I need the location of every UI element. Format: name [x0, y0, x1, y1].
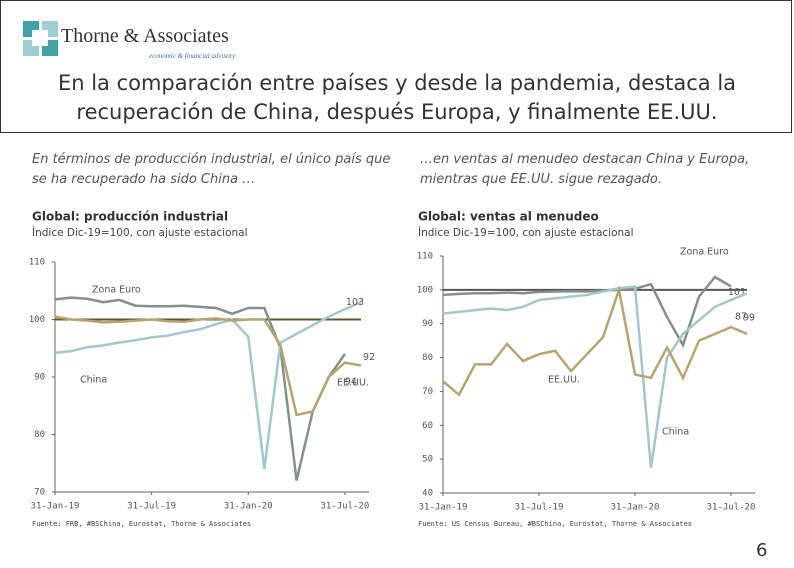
tagline: economic & financial advisory: [149, 52, 236, 60]
series-label: EE.UU.: [548, 375, 580, 386]
series-line: [442, 285, 748, 469]
x-tick-label: 31-Jan-20: [611, 503, 660, 513]
end-value-label: 101: [728, 287, 746, 298]
y-tick-label: 70: [34, 488, 45, 498]
series-line: [442, 275, 732, 349]
end-value-label: 99: [743, 313, 755, 324]
y-tick-label: 90: [422, 319, 433, 329]
x-tick-label: 31-Jan-19: [31, 502, 80, 512]
header: Thorne & Associates economic & financial…: [0, 0, 792, 133]
series-label: Zona Euro: [92, 285, 141, 296]
series-line: [442, 284, 748, 397]
y-tick-label: 100: [29, 315, 45, 325]
end-value-label: 94: [345, 377, 357, 388]
y-tick-label: 110: [417, 252, 433, 262]
series-label: China: [662, 427, 689, 438]
y-tick-label: 40: [422, 489, 433, 499]
x-tick-label: 31-Jul-19: [515, 503, 564, 513]
y-tick-label: 110: [29, 258, 45, 268]
series-line: [54, 301, 362, 470]
chart-subtitle: Índice Dic-19=100, con ajuste estacional: [32, 226, 248, 239]
logo: [23, 21, 58, 56]
y-tick-label: 50: [422, 455, 433, 465]
x-tick-label: 31-Jan-19: [419, 503, 468, 513]
end-value-label: 92: [363, 352, 375, 363]
x-tick-label: 31-Jan-20: [224, 502, 273, 512]
y-tick-label: 100: [417, 285, 433, 295]
y-tick-label: 90: [34, 373, 45, 383]
end-value-label: 103: [346, 297, 364, 308]
caption: …en ventas al menudeo destacan China y E…: [420, 152, 750, 187]
company-name: Thorne & Associates: [61, 25, 229, 47]
x-tick-label: 31-Jul-20: [321, 502, 370, 512]
y-tick-label: 80: [422, 353, 433, 363]
y-tick-label: 60: [422, 421, 433, 431]
x-tick-label: 31-Jul-19: [127, 502, 176, 512]
page-number: 6: [756, 540, 768, 561]
source: Fuente: US Census Bureau, #BSChina, Euro…: [418, 520, 692, 528]
x-tick-label: 31-Jul-20: [707, 503, 756, 513]
series-label: China: [80, 375, 107, 386]
series-label: Zona Euro: [680, 247, 729, 258]
end-value-label: 87: [735, 311, 747, 322]
chart-title: Global: producción industrial: [32, 210, 228, 224]
caption: En términos de producción industrial, el…: [32, 152, 391, 187]
series-line: [54, 296, 346, 481]
source: Fuente: FRB, #BSChina, Eurostat, Thorne …: [32, 520, 251, 528]
slide-title: En la comparación entre países y desde l…: [57, 71, 737, 124]
y-tick-label: 70: [422, 387, 433, 397]
chart-title: Global: ventas al menudeo: [418, 210, 599, 224]
chart-subtitle: Índice Dic-19=100, con ajuste estacional: [418, 226, 634, 239]
series-label: EE.UU.: [337, 378, 369, 389]
series-line: [54, 315, 362, 417]
y-tick-label: 80: [34, 430, 45, 440]
